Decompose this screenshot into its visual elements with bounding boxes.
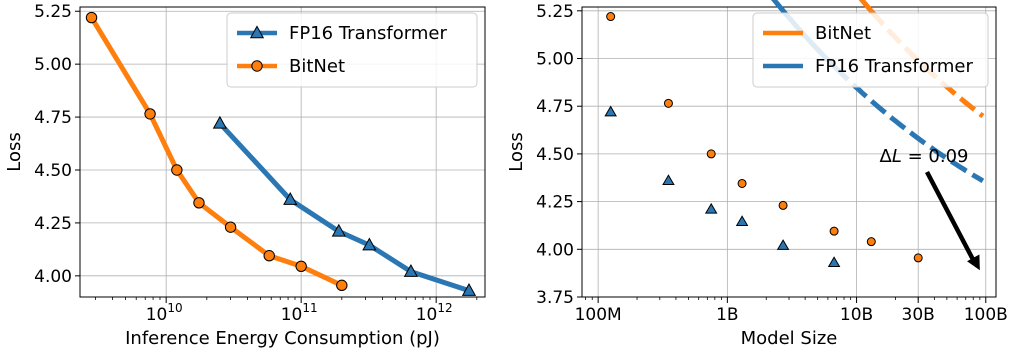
x-tick-label: 1010 bbox=[146, 301, 183, 325]
legend-frame bbox=[752, 12, 989, 88]
annotation: ΔL = 0.09 bbox=[880, 146, 980, 271]
legend-label: FP16 Transformer bbox=[815, 56, 973, 77]
panel-1: 4.00 4.25 4.50 4.75 5.00 5.25 1010 1011 1012 Infe… bbox=[4, 2, 486, 349]
legend-item: BitNet bbox=[237, 56, 345, 77]
data-point bbox=[283, 191, 298, 205]
series-line bbox=[218, 121, 470, 294]
x-tick-label: 100B bbox=[964, 305, 1008, 325]
y-tick-label: 4.00 bbox=[34, 267, 72, 287]
legend-item: FP16 Transformer bbox=[763, 56, 973, 77]
data-point bbox=[295, 260, 307, 273]
data-point bbox=[604, 105, 617, 117]
y-tick-label: 5.25 bbox=[34, 2, 72, 22]
data-point bbox=[663, 98, 673, 108]
series-bitnet bbox=[85, 11, 348, 292]
legend-item: FP16 Transformer bbox=[237, 23, 447, 44]
legend: BitNet FP16 Transformer bbox=[752, 12, 989, 88]
annotation-arrowhead bbox=[967, 254, 980, 271]
legend-frame bbox=[226, 12, 478, 88]
y-tick-label: 4.50 bbox=[536, 145, 574, 165]
legend: FP16 Transformer BitNet bbox=[226, 12, 478, 88]
annotation-arrow bbox=[925, 170, 976, 263]
data-point bbox=[737, 178, 747, 188]
data-point bbox=[735, 215, 749, 227]
data-point bbox=[866, 237, 876, 247]
fit-curve-extrapolated bbox=[833, 65, 985, 184]
data-point bbox=[336, 279, 348, 292]
legend-marker bbox=[249, 25, 265, 39]
x-axis-label: Inference Energy Consumption (pJ) bbox=[125, 328, 440, 349]
y-tick-label: 4.75 bbox=[34, 108, 72, 128]
data-point bbox=[403, 263, 419, 277]
y-tick-label: 4.25 bbox=[536, 193, 574, 213]
data-point bbox=[212, 115, 228, 129]
y-tick-label: 4.25 bbox=[34, 214, 72, 234]
data-point bbox=[606, 12, 616, 22]
data-point bbox=[827, 256, 841, 268]
y-tick-label: 3.75 bbox=[536, 288, 574, 308]
legend-marker bbox=[251, 60, 263, 72]
y-axis-label: Loss bbox=[4, 132, 25, 171]
annotation-text: ΔL = 0.09 bbox=[880, 146, 969, 167]
data-point bbox=[461, 283, 477, 296]
data-point bbox=[704, 202, 718, 214]
data-point bbox=[778, 200, 788, 210]
data-point bbox=[662, 174, 675, 186]
x-tick-label: 10B bbox=[840, 305, 873, 325]
legend-item: BitNet bbox=[763, 23, 871, 44]
panel-2: 3.75 4.00 4.25 4.50 4.75 5.00 5.25 100M 1B 10B 30B… bbox=[506, 0, 1008, 349]
x-tick-label: 100M bbox=[575, 305, 622, 325]
data-point bbox=[144, 108, 156, 120]
x-tick-label: 30B bbox=[902, 305, 935, 325]
x-axis-label: Model Size bbox=[741, 328, 838, 349]
y-tick-label: 4.50 bbox=[34, 161, 72, 181]
data-point bbox=[776, 239, 790, 250]
data-point bbox=[362, 237, 377, 251]
legend-label: BitNet bbox=[289, 56, 345, 77]
data-point bbox=[224, 221, 237, 233]
data-point bbox=[829, 226, 839, 236]
legend-label: BitNet bbox=[815, 23, 871, 44]
legend-label: FP16 Transformer bbox=[289, 23, 447, 44]
y-tick-label: 4.75 bbox=[536, 97, 574, 117]
data-point bbox=[171, 164, 183, 176]
data-point bbox=[913, 253, 923, 263]
y-tick-label: 5.25 bbox=[536, 2, 574, 22]
data-point bbox=[331, 223, 346, 237]
y-tick-label: 5.00 bbox=[34, 55, 72, 75]
series-fp16-transformer bbox=[212, 115, 477, 296]
y-axis-label: Loss bbox=[506, 132, 527, 171]
axes-frame bbox=[79, 6, 486, 298]
y-tick-label: 4.00 bbox=[536, 240, 574, 260]
x-tick-label: 1B bbox=[716, 305, 738, 325]
y-tick-label: 5.00 bbox=[536, 50, 574, 70]
fit-curve bbox=[858, 0, 874, 13]
data-point bbox=[263, 250, 275, 262]
data-point bbox=[706, 149, 716, 159]
data-point bbox=[85, 11, 98, 24]
x-tick-label: 1011 bbox=[281, 301, 318, 325]
data-point bbox=[193, 197, 205, 209]
x-tick-label: 1012 bbox=[416, 301, 453, 325]
